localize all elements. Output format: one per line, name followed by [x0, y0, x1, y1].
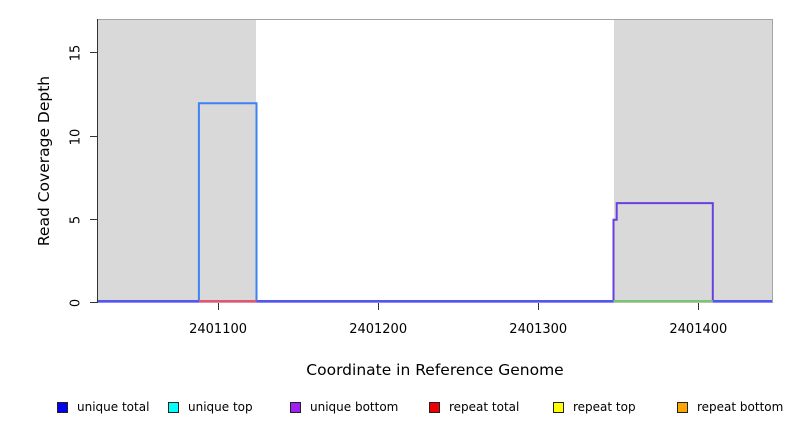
shaded-region — [98, 20, 257, 303]
legend-item-repeat-total: repeat total — [429, 399, 519, 415]
plot-area — [98, 20, 772, 303]
legend-swatch-unique-total — [57, 401, 68, 413]
legend-item-repeat-bottom: repeat bottom — [677, 399, 783, 415]
shaded-region — [613, 20, 772, 303]
legend-item-unique-top: unique top — [168, 399, 253, 415]
y-tick-label: 5 — [68, 215, 84, 224]
y-tick-label: 0 — [68, 298, 84, 308]
legend-item-unique-bottom: unique bottom — [290, 399, 398, 415]
curve-unique-total — [98, 102, 772, 303]
legend-swatch-repeat-bottom — [677, 401, 688, 413]
x-tick-label: 2401200 — [349, 322, 408, 337]
legend-item-unique-total: unique total — [57, 399, 149, 415]
x-tick-label: 2401300 — [509, 322, 568, 337]
y-axis-title: Read Coverage Depth — [35, 75, 53, 247]
coverage-curves — [98, 102, 772, 303]
y-tick-mark — [90, 52, 97, 54]
legend-swatch-repeat-total — [429, 401, 440, 413]
x-tick-mark — [218, 303, 220, 310]
legend: unique total unique top unique bottom re… — [0, 398, 792, 418]
x-tick-mark — [698, 303, 700, 310]
y-axis-line — [97, 19, 98, 303]
legend-swatch-repeat-top — [553, 401, 564, 413]
legend-label: unique top — [188, 400, 253, 414]
y-tick-mark — [90, 218, 97, 220]
legend-label: repeat top — [573, 400, 636, 414]
y-tick-label: 15 — [68, 45, 84, 62]
y-tick-mark — [90, 135, 97, 137]
legend-label: unique bottom — [310, 400, 399, 414]
legend-label: repeat bottom — [697, 400, 784, 414]
x-tick-label: 2401100 — [189, 322, 248, 337]
y-tick-label: 10 — [68, 128, 84, 145]
x-axis-title: Coordinate in Reference Genome — [306, 361, 564, 379]
y-tick-mark — [90, 302, 97, 303]
legend-label: unique total — [77, 400, 150, 414]
x-tick-label: 2401400 — [669, 322, 728, 337]
legend-item-repeat-top: repeat top — [553, 399, 636, 415]
legend-swatch-unique-bottom — [290, 401, 301, 413]
curve-unique-bottom — [98, 202, 772, 303]
x-tick-mark — [538, 303, 540, 310]
plot-box-right-border — [772, 19, 773, 303]
legend-label: repeat total — [449, 400, 520, 414]
x-tick-mark — [378, 303, 380, 310]
legend-swatch-unique-top — [168, 401, 179, 413]
plot-box-top-border — [98, 19, 773, 20]
